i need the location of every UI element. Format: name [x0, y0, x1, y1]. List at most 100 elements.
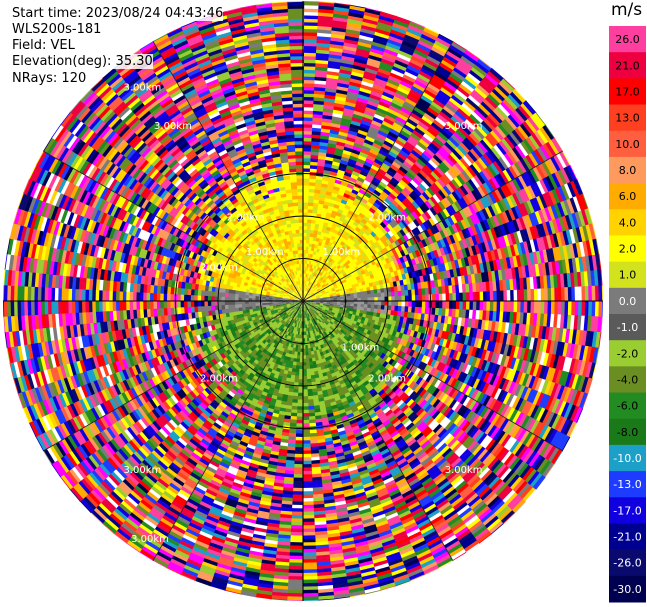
- ppi-cell: [383, 48, 400, 57]
- ppi-cell: [500, 185, 510, 199]
- ppi-cell: [357, 203, 365, 210]
- ppi-cell: [381, 143, 393, 152]
- ppi-cell: [333, 105, 345, 112]
- ppi-cell: [523, 201, 533, 216]
- ppi-cell: [528, 135, 541, 151]
- ppi-cell: [358, 188, 367, 196]
- ppi-cell: [365, 106, 377, 114]
- ppi-cell: [311, 292, 315, 296]
- ppi-cell: [529, 252, 536, 266]
- ppi-cell: [339, 294, 344, 298]
- ppi-cell: [318, 292, 323, 295]
- ppi-cell: [333, 276, 338, 281]
- ppi-cell: [328, 289, 333, 293]
- ppi-cell: [422, 133, 435, 143]
- ppi-cell: [405, 171, 416, 181]
- ppi-cell: [453, 176, 464, 188]
- ppi-cell: [542, 177, 553, 193]
- ppi-cell: [406, 64, 422, 75]
- ppi-cell: [398, 192, 407, 201]
- ppi-cell: [310, 292, 315, 295]
- ppi-cell: [433, 136, 445, 148]
- ppi-cell: [316, 296, 320, 299]
- ppi-cell: [407, 168, 418, 178]
- ppi-cell: [473, 200, 483, 213]
- ppi-cell: [309, 297, 313, 299]
- ppi-cell: [384, 137, 396, 146]
- ppi-cell: [333, 9, 350, 16]
- ppi-cell: [399, 80, 414, 90]
- ppi-cell: [430, 242, 437, 252]
- ppi-cell: [495, 106, 509, 120]
- ppi-cell: [495, 142, 508, 156]
- ppi-cell: [445, 293, 450, 302]
- ppi-cell: [414, 79, 429, 90]
- ppi-cell: [347, 221, 354, 228]
- ppi-cell: [315, 281, 319, 286]
- ppi-cell: [371, 243, 378, 250]
- ppi-cell: [326, 279, 331, 284]
- ppi-cell: [446, 100, 461, 112]
- ppi-cell: [463, 256, 470, 267]
- ppi-cell: [492, 215, 501, 228]
- ppi-cell: [435, 293, 440, 302]
- ppi-cell: [437, 264, 444, 273]
- ppi-cell: [343, 42, 359, 49]
- ppi-cell: [453, 131, 465, 143]
- ppi-cell: [362, 74, 377, 82]
- ppi-cell: [381, 259, 388, 266]
- ppi-cell: [468, 236, 475, 247]
- ppi-cell: [316, 39, 332, 45]
- ppi-cell: [319, 281, 324, 286]
- ppi-cell: [390, 101, 403, 111]
- ppi-cell: [309, 296, 313, 299]
- ppi-cell: [534, 131, 547, 147]
- ppi-cell: [318, 238, 324, 243]
- ppi-cell: [316, 283, 321, 287]
- ppi-cell: [464, 168, 475, 180]
- ppi-cell: [561, 259, 568, 275]
- ppi-cell: [506, 181, 516, 196]
- ppi-cell: [323, 287, 328, 291]
- ppi-cell: [319, 272, 324, 277]
- ppi-cell: [303, 280, 306, 285]
- ppi-cell: [434, 279, 439, 288]
- ppi-cell: [420, 94, 434, 105]
- ppi-cell: [516, 289, 521, 302]
- ppi-cell: [442, 208, 451, 219]
- ppi-cell: [311, 279, 314, 283]
- ppi-cell: [509, 244, 517, 258]
- ppi-cell: [366, 200, 374, 208]
- ppi-cell: [447, 47, 464, 60]
- ppi-cell: [352, 64, 367, 72]
- ppi-cell: [308, 188, 316, 193]
- ppi-cell: [432, 74, 447, 85]
- ppi-cell: [311, 271, 315, 276]
- ppi-cell: [561, 215, 570, 232]
- ppi-cell: [348, 84, 362, 91]
- ppi-cell: [312, 110, 324, 116]
- ppi-cell: [353, 142, 364, 149]
- ppi-cell: [551, 172, 562, 189]
- ppi-cell: [316, 234, 321, 239]
- ppi-cell: [409, 58, 425, 69]
- ppi-cell: [500, 247, 507, 260]
- ppi-cell: [554, 287, 559, 302]
- ppi-cell: [330, 297, 334, 300]
- ppi-cell: [344, 204, 352, 211]
- ppi-cell: [318, 284, 322, 289]
- ppi-cell: [322, 207, 329, 213]
- ppi-cell: [384, 172, 394, 181]
- ppi-cell: [307, 219, 312, 224]
- ppi-cell: [371, 248, 378, 255]
- ppi-cell: [460, 275, 466, 285]
- ppi-cell: [565, 244, 573, 260]
- ppi-cell: [501, 211, 510, 224]
- ppi-cell: [380, 146, 391, 155]
- ppi-cell: [303, 8, 320, 13]
- ppi-cell: [355, 51, 371, 59]
- ppi-cell: [402, 255, 409, 263]
- ppi-cell: [303, 96, 315, 101]
- ppi-cell: [311, 137, 321, 143]
- ppi-cell: [414, 208, 422, 218]
